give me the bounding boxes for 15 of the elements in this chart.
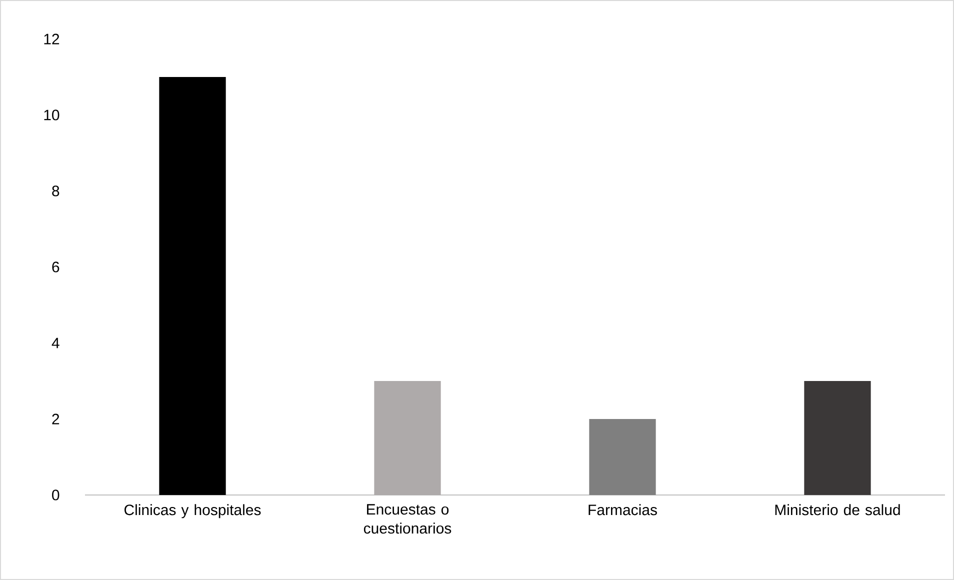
y-tick-label: 0 xyxy=(52,490,60,500)
y-tick-label: 12 xyxy=(44,34,60,44)
x-tick-label: Ministerio de salud xyxy=(775,504,900,516)
bar xyxy=(374,380,441,495)
x-tick-label: Encuestas o cuestionarios xyxy=(364,504,452,534)
x-tick-label: Farmacias xyxy=(588,504,657,516)
y-tick-label: 8 xyxy=(52,186,60,196)
x-tick-label: Clinicas y hospitales xyxy=(124,504,261,518)
bar xyxy=(589,418,656,495)
y-tick-label: 10 xyxy=(44,110,60,120)
y-tick-label: 4 xyxy=(52,338,60,348)
y-tick-label: 2 xyxy=(52,414,60,424)
bar xyxy=(159,76,226,495)
bar xyxy=(804,380,871,495)
y-tick-label: 6 xyxy=(52,262,60,272)
